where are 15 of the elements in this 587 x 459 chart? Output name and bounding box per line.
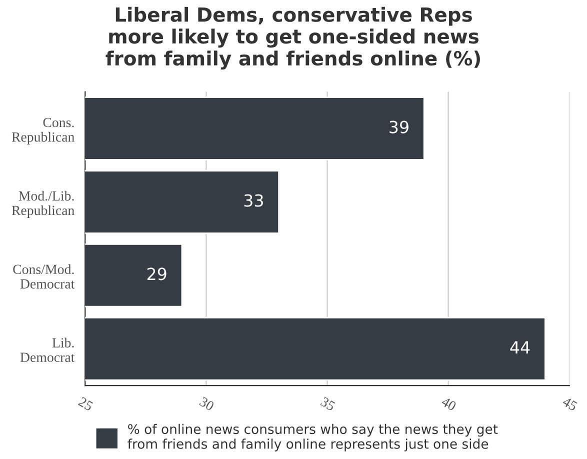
x-tick-label: 35 <box>320 396 336 412</box>
legend-label: % of online news consumers who say the news they get from friends and family online represents just one side <box>128 424 498 452</box>
x-tick-label: 45 <box>562 396 578 412</box>
y-tick-label: Cons/Mod. Democrat <box>13 264 75 289</box>
y-tick-label: Lib. Democrat <box>20 338 75 362</box>
data-label: 33 <box>244 194 263 207</box>
x-tick-label: 30 <box>199 396 215 412</box>
y-tick-label: Mod./Lib. Republican <box>12 190 74 218</box>
data-label: 39 <box>390 120 408 134</box>
chart-title: Liberal Dems, conservative Reps more likely to get one-sided news from family and friends online (%) <box>106 6 480 70</box>
y-tick-label: Cons. Republican <box>12 118 74 145</box>
x-tick-label: 40 <box>440 396 457 412</box>
data-label: 29 <box>147 268 166 280</box>
data-label: 44 <box>510 341 530 354</box>
x-tick-label: 25 <box>78 396 94 412</box>
